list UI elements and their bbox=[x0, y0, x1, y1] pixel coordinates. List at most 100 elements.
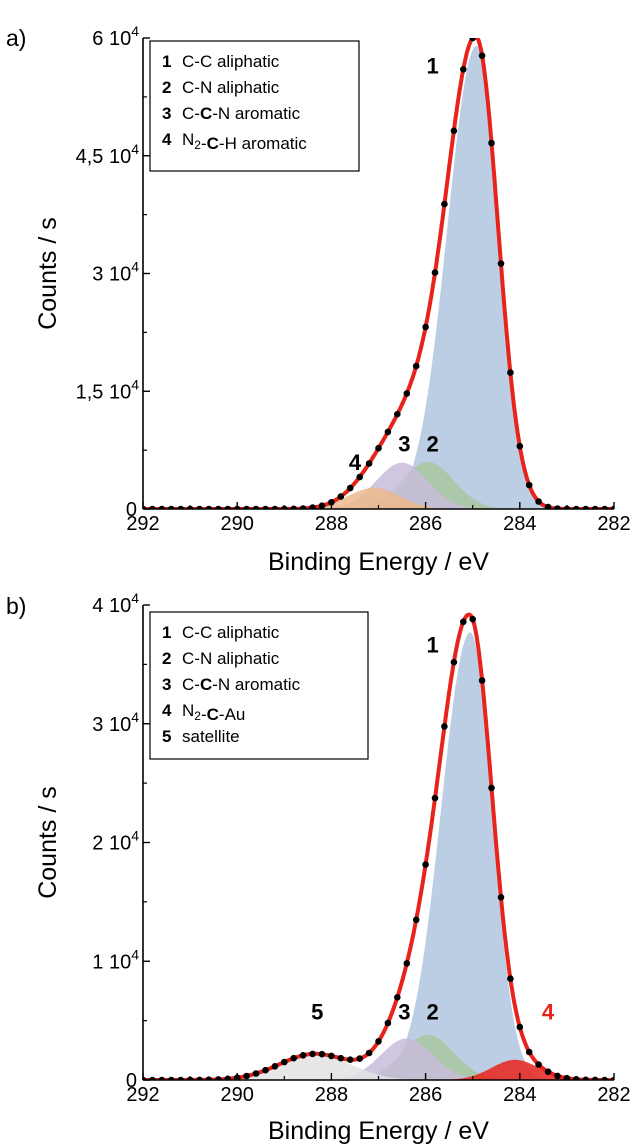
component-peak-4 bbox=[143, 1059, 614, 1080]
peak-label-3: 3 bbox=[398, 999, 410, 1024]
data-point bbox=[403, 960, 411, 967]
data-point bbox=[196, 1076, 203, 1080]
data-point bbox=[143, 1076, 147, 1080]
x-tick-label: 292 bbox=[126, 513, 159, 535]
data-point bbox=[318, 502, 326, 509]
data-point bbox=[309, 504, 316, 509]
data-point bbox=[544, 503, 552, 509]
peak-label-4: 4 bbox=[349, 450, 362, 475]
data-point bbox=[507, 975, 514, 982]
legend-entry: N2-C-H aromatic bbox=[182, 130, 307, 153]
data-point bbox=[516, 1023, 524, 1031]
data-point bbox=[582, 505, 589, 509]
y-tick-label: 1,5 104 bbox=[76, 376, 140, 403]
data-point bbox=[177, 505, 184, 509]
data-point bbox=[271, 505, 279, 509]
data-point bbox=[356, 1055, 364, 1062]
data-point bbox=[591, 1076, 599, 1080]
data-point bbox=[488, 139, 495, 147]
legend-number: 3 bbox=[162, 675, 171, 694]
data-point bbox=[224, 1075, 232, 1080]
x-tick-label: 290 bbox=[221, 1084, 254, 1106]
legend: 1 C-C aliphatic 2 C-N aliphatic 3 C-C-N aroma… bbox=[149, 611, 369, 760]
data-point bbox=[356, 473, 364, 481]
peak-label-2: 2 bbox=[427, 999, 439, 1024]
data-point bbox=[318, 1050, 326, 1058]
x-tick-label: 288 bbox=[315, 1084, 348, 1106]
data-point bbox=[365, 460, 373, 467]
data-point bbox=[168, 1076, 175, 1080]
data-point bbox=[205, 1076, 213, 1080]
legend-number: 2 bbox=[162, 649, 171, 668]
peak-label-1: 1 bbox=[427, 53, 439, 78]
component-peak-3 bbox=[143, 1038, 614, 1080]
data-point bbox=[224, 505, 232, 509]
plot-area bbox=[143, 38, 614, 509]
data-point bbox=[544, 1068, 552, 1075]
data-point bbox=[601, 1076, 608, 1080]
data-point bbox=[591, 505, 599, 509]
x-tick-label: 290 bbox=[221, 513, 254, 535]
y-tick-label: 0 bbox=[126, 499, 137, 521]
data-point bbox=[460, 618, 467, 626]
x-tick-label: 284 bbox=[503, 513, 536, 535]
data-point bbox=[478, 677, 486, 684]
data-point bbox=[450, 658, 458, 666]
data-point bbox=[177, 1076, 184, 1080]
data-point bbox=[422, 323, 429, 331]
component-peak-3 bbox=[143, 462, 614, 509]
data-point bbox=[450, 127, 458, 135]
x-axis-title: Binding Energy / eV bbox=[268, 548, 489, 576]
peak-label-4: 4 bbox=[542, 999, 555, 1024]
data-point bbox=[441, 723, 448, 730]
legend-entry: C-N aliphatic bbox=[182, 78, 280, 97]
data-point bbox=[431, 794, 439, 802]
data-point bbox=[290, 1054, 298, 1062]
data-point bbox=[375, 444, 382, 452]
data-point bbox=[158, 1076, 166, 1080]
panel-label: b) bbox=[6, 593, 26, 619]
data-point bbox=[149, 1076, 156, 1080]
data-point bbox=[243, 505, 250, 509]
legend-entry: C-C-N aromatic bbox=[182, 104, 301, 123]
legend-number: 3 bbox=[162, 104, 171, 123]
data-point bbox=[215, 1076, 222, 1080]
y-tick-label: 4,5 104 bbox=[76, 141, 140, 168]
x-tick-label: 286 bbox=[409, 1084, 442, 1106]
data-point bbox=[168, 505, 175, 509]
data-point bbox=[497, 260, 505, 267]
legend-number: 1 bbox=[162, 623, 171, 642]
data-point bbox=[516, 442, 524, 450]
y-tick-label: 2 104 bbox=[92, 828, 139, 855]
data-point bbox=[252, 1070, 260, 1077]
data-point bbox=[262, 1066, 269, 1074]
data-point bbox=[488, 784, 495, 792]
data-point bbox=[394, 994, 401, 1001]
data-point bbox=[394, 410, 401, 418]
legend-box bbox=[149, 40, 360, 172]
y-tick-label: 3 104 bbox=[92, 259, 139, 286]
peak-label-1: 1 bbox=[427, 633, 439, 658]
peak-label-5: 5 bbox=[311, 999, 323, 1024]
data-point bbox=[252, 505, 260, 509]
data-point bbox=[299, 505, 307, 509]
data-point bbox=[525, 481, 533, 489]
data-point bbox=[149, 505, 156, 509]
plot-area bbox=[143, 612, 614, 1080]
data-point bbox=[478, 52, 486, 59]
x-tick-label: 288 bbox=[315, 513, 348, 535]
data-point bbox=[346, 1056, 354, 1063]
peak-label-2: 2 bbox=[427, 432, 439, 457]
legend-entry: satellite bbox=[182, 727, 240, 746]
legend-number: 4 bbox=[162, 701, 172, 720]
data-point bbox=[412, 362, 420, 370]
component-peak-1 bbox=[143, 632, 614, 1080]
y-tick-label: 0 bbox=[126, 1070, 137, 1092]
data-point bbox=[215, 505, 222, 509]
legend-number: 5 bbox=[162, 727, 171, 746]
data-point bbox=[610, 1076, 614, 1080]
data-point bbox=[337, 493, 345, 500]
y-axis-title: Counts / s bbox=[34, 786, 62, 899]
chart-panel-a: 292 290 288 286 284 282 0 1,5 104 3 104 4,5 104 6 … bbox=[6, 23, 631, 576]
